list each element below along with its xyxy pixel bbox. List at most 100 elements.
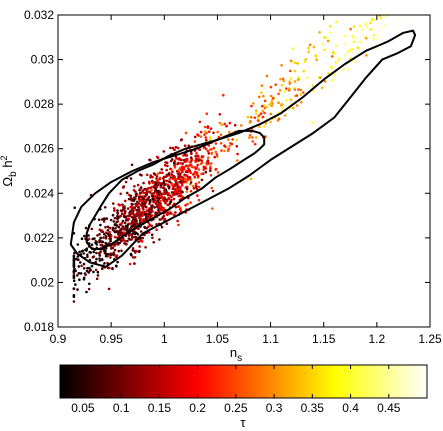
sample-point bbox=[193, 140, 197, 143]
sample-point bbox=[109, 256, 112, 259]
sample-point bbox=[397, 20, 401, 23]
sample-point bbox=[186, 202, 189, 206]
sample-point bbox=[177, 177, 181, 180]
sample-point bbox=[169, 167, 172, 171]
sample-point bbox=[104, 231, 108, 235]
sample-point bbox=[111, 267, 114, 271]
sample-point bbox=[195, 158, 198, 162]
sample-point bbox=[88, 282, 91, 286]
sample-point bbox=[128, 213, 132, 216]
sample-point bbox=[140, 174, 143, 177]
sample-point bbox=[302, 69, 306, 73]
sample-point bbox=[155, 175, 159, 178]
sample-point bbox=[162, 214, 166, 218]
sample-point bbox=[263, 125, 266, 128]
sample-point bbox=[260, 91, 263, 94]
sample-point bbox=[106, 254, 109, 258]
sample-point bbox=[117, 203, 120, 206]
sample-point bbox=[371, 21, 375, 25]
sample-point bbox=[173, 213, 176, 217]
sample-point bbox=[191, 173, 195, 176]
sample-point bbox=[147, 225, 150, 228]
sample-point bbox=[385, 12, 388, 15]
sample-point bbox=[277, 92, 280, 96]
sample-point bbox=[136, 183, 140, 187]
sample-point bbox=[384, 26, 388, 29]
sample-point bbox=[123, 221, 127, 225]
sample-point bbox=[380, 22, 383, 26]
sample-point bbox=[263, 106, 267, 110]
sample-point bbox=[134, 218, 137, 221]
sample-point bbox=[278, 89, 282, 92]
sample-point bbox=[163, 196, 166, 200]
sample-point bbox=[334, 44, 338, 47]
sample-point bbox=[236, 159, 239, 162]
sample-point bbox=[269, 120, 272, 124]
sample-point bbox=[173, 175, 176, 179]
sample-point bbox=[323, 48, 327, 52]
sample-point bbox=[98, 228, 102, 231]
sample-point bbox=[129, 227, 132, 230]
sample-point bbox=[120, 231, 123, 234]
sample-point bbox=[214, 150, 218, 154]
sample-point bbox=[206, 126, 210, 129]
sample-point bbox=[189, 189, 193, 193]
sample-point bbox=[167, 212, 171, 215]
sample-point bbox=[189, 163, 193, 166]
sample-point bbox=[175, 188, 178, 192]
sample-point bbox=[128, 262, 132, 266]
sample-point bbox=[154, 181, 157, 184]
sample-point bbox=[211, 189, 215, 193]
sample-point bbox=[218, 113, 222, 116]
sample-point bbox=[116, 232, 120, 236]
sample-point bbox=[179, 172, 182, 175]
sample-point bbox=[282, 79, 286, 83]
sample-point bbox=[211, 207, 214, 210]
sample-point bbox=[150, 180, 154, 183]
sample-point bbox=[129, 197, 133, 200]
colorbar-tick-label: 0.4 bbox=[342, 401, 359, 415]
sample-point bbox=[94, 240, 97, 243]
sample-point bbox=[111, 226, 115, 230]
sample-point bbox=[235, 138, 238, 142]
sample-point bbox=[110, 247, 113, 250]
sample-point bbox=[351, 60, 355, 63]
sample-point bbox=[270, 99, 274, 102]
sample-point bbox=[89, 268, 92, 272]
sample-point bbox=[116, 212, 119, 215]
sample-point bbox=[206, 159, 210, 162]
sample-point bbox=[216, 171, 220, 174]
sample-point bbox=[360, 28, 364, 31]
sample-point bbox=[403, 15, 406, 18]
sample-point bbox=[175, 192, 179, 196]
sample-point bbox=[250, 104, 253, 108]
sample-point bbox=[87, 271, 90, 274]
sample-point bbox=[271, 102, 274, 105]
sample-point bbox=[150, 205, 153, 209]
sample-point bbox=[372, 34, 376, 37]
sample-point bbox=[203, 130, 207, 133]
sample-point bbox=[179, 209, 183, 213]
sample-point bbox=[258, 125, 261, 129]
confidence-contours bbox=[69, 29, 417, 268]
sample-point bbox=[213, 155, 216, 159]
sample-point bbox=[210, 148, 213, 151]
sample-point bbox=[194, 185, 198, 189]
sample-point bbox=[187, 144, 190, 147]
sample-point bbox=[114, 242, 118, 246]
sample-point bbox=[131, 247, 135, 250]
sample-point bbox=[185, 160, 188, 163]
sample-point bbox=[330, 55, 334, 58]
sample-point bbox=[194, 182, 198, 186]
sample-point bbox=[131, 235, 135, 239]
sample-point bbox=[174, 190, 177, 194]
sample-point bbox=[177, 158, 181, 161]
sample-point bbox=[248, 121, 251, 124]
sample-point bbox=[172, 177, 175, 181]
sample-point bbox=[399, 5, 402, 8]
sample-point bbox=[116, 214, 119, 218]
sample-point bbox=[288, 87, 291, 90]
sample-point bbox=[129, 177, 133, 180]
sample-point bbox=[131, 209, 134, 213]
sample-point bbox=[156, 202, 160, 206]
